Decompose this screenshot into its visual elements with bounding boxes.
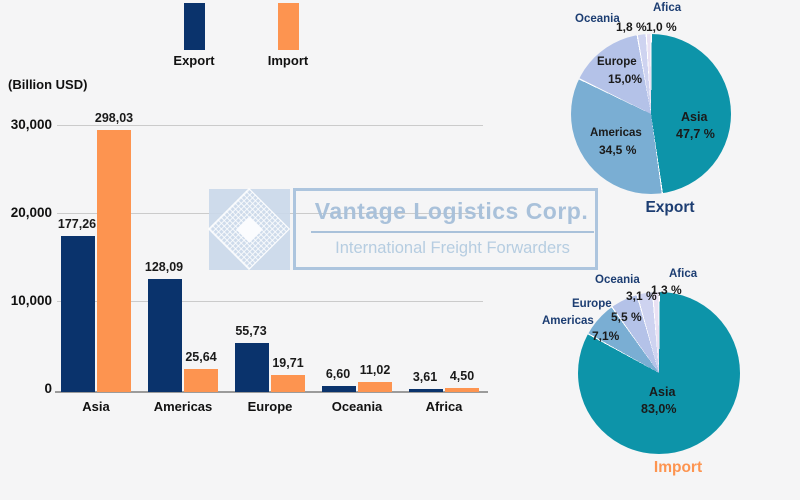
bar-value-asia-export: 177,26: [57, 217, 97, 232]
import-pie-label-asia: Asia: [649, 385, 676, 399]
bar-value-oceania-export: 6,60: [325, 367, 351, 382]
bar-value-africa-export: 3,61: [412, 369, 438, 384]
x-label-europe: Europe: [247, 399, 293, 414]
bar-group-oceania: 6,60 11,02: [312, 92, 402, 392]
import-pie-pct-europe: 5,5 %: [611, 310, 642, 324]
export-pie-label-oceania: Oceania: [575, 13, 620, 25]
bar-value-africa-import: 4,50: [449, 369, 475, 384]
export-pie-pct-americas: 34,5 %: [599, 143, 637, 157]
bar-value-oceania-import: 11,02: [359, 363, 391, 378]
import-pie-label-americas: Americas: [542, 315, 594, 327]
export-pie-label-africa: Afica: [653, 2, 682, 14]
bar-group-africa: 3,61 4,50: [399, 92, 489, 392]
pie-chart-export: [571, 34, 731, 194]
export-pie-pct-africa: 1,0 %: [646, 20, 677, 34]
export-pie-pct-europe: 15,0%: [608, 72, 643, 86]
bar-value-europe-export: 55,73: [235, 323, 267, 338]
bar-oceania-export: [322, 386, 356, 392]
bar-value-europe-import: 19,71: [272, 355, 304, 370]
export-pie-pct-asia: 47,7 %: [676, 127, 715, 141]
y-tick-30000: 30,000: [10, 117, 52, 132]
x-axis-line: [55, 391, 488, 393]
y-tick-20000: 20,000: [10, 205, 52, 220]
import-pie-label-oceania: Oceania: [595, 274, 640, 286]
x-label-oceania: Oceania: [331, 399, 383, 414]
x-label-asia: Asia: [82, 399, 110, 414]
bar-asia-export: [61, 236, 95, 392]
pie-chart-import: [578, 292, 740, 454]
import-pie-pct-oceania: 3,1 %: [626, 289, 657, 303]
bar-europe-import: [271, 374, 305, 392]
gridline-30000: [57, 125, 483, 126]
bar-europe-export: [235, 343, 269, 392]
import-pie-pct-americas: 7,1%: [592, 329, 620, 343]
x-label-africa: Africa: [425, 399, 463, 414]
bar-africa-export: [409, 388, 443, 392]
watermark-logo: [207, 187, 291, 271]
bar-group-americas: 128,09 25,64: [138, 92, 228, 392]
import-pie-pct-africa: 1,3 %: [651, 283, 682, 297]
import-pie-label-africa: Afica: [669, 268, 698, 280]
bar-value-americas-export: 128,09: [144, 260, 184, 275]
legend-import-swatch: [278, 3, 299, 50]
watermark-divider: [311, 231, 594, 233]
bar-value-asia-import: 298,03: [94, 110, 134, 125]
export-pie-title: Export: [645, 199, 695, 216]
x-label-americas: Americas: [153, 399, 213, 414]
bar-africa-import: [445, 388, 479, 392]
watermark-tagline: International Freight Forwarders: [335, 239, 570, 257]
export-pie-label-europe: Europe: [597, 56, 637, 68]
y-tick-0: 0: [44, 381, 52, 396]
watermark-company-name: Vantage Logistics Corp.: [314, 198, 589, 224]
import-pie-title: Import: [653, 459, 703, 476]
legend-import-label: Import: [267, 53, 309, 68]
bar-asia-import: [97, 129, 131, 392]
legend-export-label: Export: [173, 53, 215, 68]
y-tick-10000: 10,000: [10, 293, 52, 308]
export-pie-pct-oceania: 1,8 %: [616, 20, 647, 34]
bar-americas-import: [184, 369, 218, 392]
export-pie-label-americas: Americas: [590, 127, 642, 139]
bar-group-asia: 177,26 298,03: [51, 92, 141, 392]
import-pie-label-europe: Europe: [572, 298, 612, 310]
legend-export-swatch: [184, 3, 205, 50]
bar-value-americas-import: 25,64: [185, 350, 217, 365]
bar-oceania-import: [358, 382, 392, 392]
bar-group-europe: 55,73 19,71: [225, 92, 315, 392]
import-pie-pct-asia: 83,0%: [641, 402, 677, 416]
watermark-frame: [293, 188, 598, 270]
gridline-10000: [57, 301, 483, 302]
export-pie-label-asia: Asia: [681, 110, 708, 124]
y-axis-unit-label: (Billion USD): [8, 77, 88, 92]
bar-americas-export: [148, 279, 182, 392]
